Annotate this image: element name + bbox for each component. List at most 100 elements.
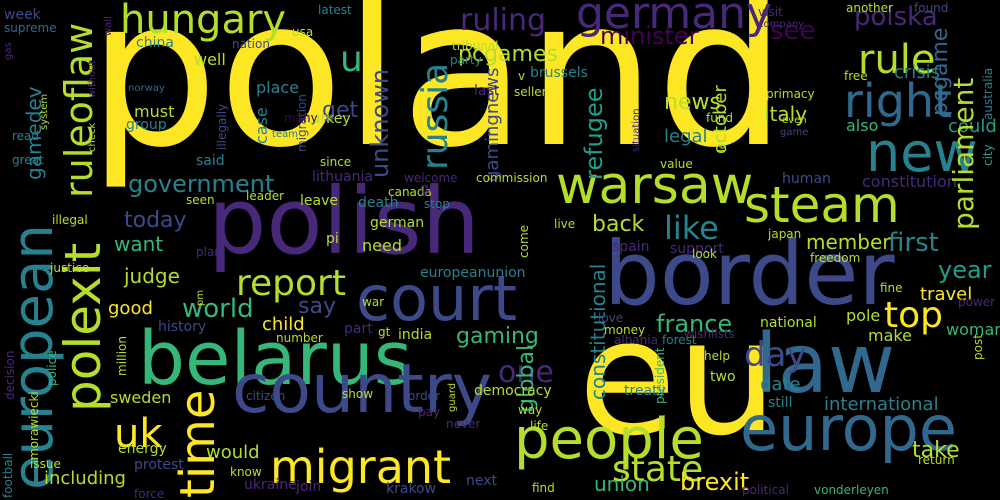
word-leave: leave bbox=[300, 193, 338, 209]
word-found: found bbox=[914, 1, 949, 15]
word-life: life bbox=[530, 419, 549, 433]
word-protest: protest bbox=[134, 457, 184, 473]
word-germany: germany bbox=[576, 0, 773, 39]
word-return: return bbox=[918, 453, 955, 467]
word-seller: seller bbox=[514, 85, 547, 99]
word-well: well bbox=[194, 50, 226, 69]
word-back: back bbox=[592, 212, 645, 237]
word-like: like bbox=[664, 209, 719, 247]
word-say: say bbox=[298, 294, 336, 319]
word-week: week bbox=[4, 7, 41, 23]
word-rule: rule bbox=[858, 37, 936, 83]
word-including: including bbox=[44, 468, 126, 489]
word-find: find bbox=[532, 481, 555, 495]
word-woman: woman bbox=[946, 320, 1000, 339]
word-gaming: gaming bbox=[456, 324, 539, 349]
word-president: president bbox=[653, 347, 667, 404]
word-welcome: welcome bbox=[404, 171, 458, 185]
word-unknown: unknown bbox=[366, 68, 394, 178]
word-human: human bbox=[782, 171, 831, 187]
word-state: state bbox=[612, 449, 704, 490]
word-refugee: refugee bbox=[580, 87, 608, 180]
word-wishlists: wishlists bbox=[684, 327, 735, 341]
word-without: without bbox=[87, 60, 98, 98]
word-freedom: freedom bbox=[810, 251, 861, 265]
word-canada: canada bbox=[388, 185, 432, 199]
word-union: union bbox=[594, 472, 650, 496]
word-polish: polish bbox=[208, 168, 481, 275]
word-power: power bbox=[958, 295, 996, 309]
word-migrant: migrant bbox=[270, 440, 452, 494]
word-know: know bbox=[230, 465, 262, 479]
word-gas: gas bbox=[3, 42, 14, 60]
word-system: system bbox=[39, 93, 50, 130]
word-come: come bbox=[517, 224, 531, 258]
word-turkey: turkey bbox=[306, 111, 351, 127]
word-post: post bbox=[971, 334, 985, 360]
word-international: international bbox=[824, 394, 939, 415]
word-great: great bbox=[12, 153, 44, 167]
word-year: year bbox=[938, 256, 992, 284]
word-city: city bbox=[981, 144, 995, 166]
word-right: right bbox=[844, 74, 953, 128]
word-last: last bbox=[474, 83, 500, 99]
word-check: check bbox=[87, 122, 98, 152]
word-top: top bbox=[884, 295, 943, 336]
word-belarus: belarus bbox=[138, 316, 413, 402]
word-wall: wall bbox=[103, 16, 114, 36]
word-poland: poland bbox=[88, 0, 787, 193]
word-plan: plan bbox=[196, 245, 222, 259]
word-pm: pm bbox=[195, 289, 206, 306]
word-want: want bbox=[114, 232, 164, 256]
word-leader: leader bbox=[246, 189, 285, 203]
word-live: live bbox=[554, 217, 576, 231]
word-group: group bbox=[126, 117, 167, 133]
word-take: take bbox=[912, 438, 960, 463]
word-seen: seen bbox=[186, 193, 215, 207]
word-war: war bbox=[362, 295, 385, 309]
word-pi: pi bbox=[326, 231, 339, 247]
word-government: government bbox=[128, 170, 275, 198]
word-good: good bbox=[108, 298, 153, 319]
word-company: company bbox=[758, 19, 805, 30]
word-vonderleyen: vonderleyen bbox=[814, 483, 889, 497]
word-visit: visit bbox=[758, 5, 783, 19]
word-show: show bbox=[342, 387, 374, 401]
word-energy: energy bbox=[118, 441, 167, 457]
word-russia: russia bbox=[415, 62, 456, 170]
word-way: way bbox=[518, 403, 543, 417]
word-german: german bbox=[370, 215, 425, 231]
word-global: global bbox=[514, 344, 539, 412]
word-legal: legal bbox=[664, 126, 708, 147]
word-situation: situation bbox=[631, 108, 642, 152]
word-death: death bbox=[358, 195, 399, 211]
word-go: go bbox=[420, 181, 438, 197]
word-usa: usa bbox=[292, 25, 314, 39]
word-make: make bbox=[868, 326, 912, 345]
word-stop: stop bbox=[424, 197, 450, 211]
word-nation: nation bbox=[232, 37, 270, 51]
word-fine: fine bbox=[880, 281, 903, 295]
word-polska: polska bbox=[854, 2, 938, 32]
word-two: two bbox=[710, 369, 736, 385]
word-parliament: parliament bbox=[947, 77, 980, 230]
word-citizen: citizen bbox=[246, 389, 286, 403]
word-never: never bbox=[446, 417, 481, 431]
word-get: get bbox=[322, 98, 359, 123]
word-day: day bbox=[744, 335, 807, 375]
word-justice: justice bbox=[50, 261, 90, 275]
word-political: political bbox=[742, 483, 789, 497]
word-democracy: democracy bbox=[474, 383, 552, 399]
word-place: place bbox=[256, 78, 300, 97]
word-travel: travel bbox=[920, 284, 973, 305]
word-date: date bbox=[760, 374, 801, 395]
word-force: force bbox=[134, 487, 165, 500]
word-law: law bbox=[755, 317, 896, 412]
word-money: money bbox=[604, 323, 646, 337]
word-commission: commission bbox=[476, 171, 548, 185]
word-child: child bbox=[262, 314, 305, 335]
word-look: look bbox=[692, 247, 717, 261]
word-still: still bbox=[768, 395, 793, 411]
word-game: game bbox=[780, 127, 809, 138]
